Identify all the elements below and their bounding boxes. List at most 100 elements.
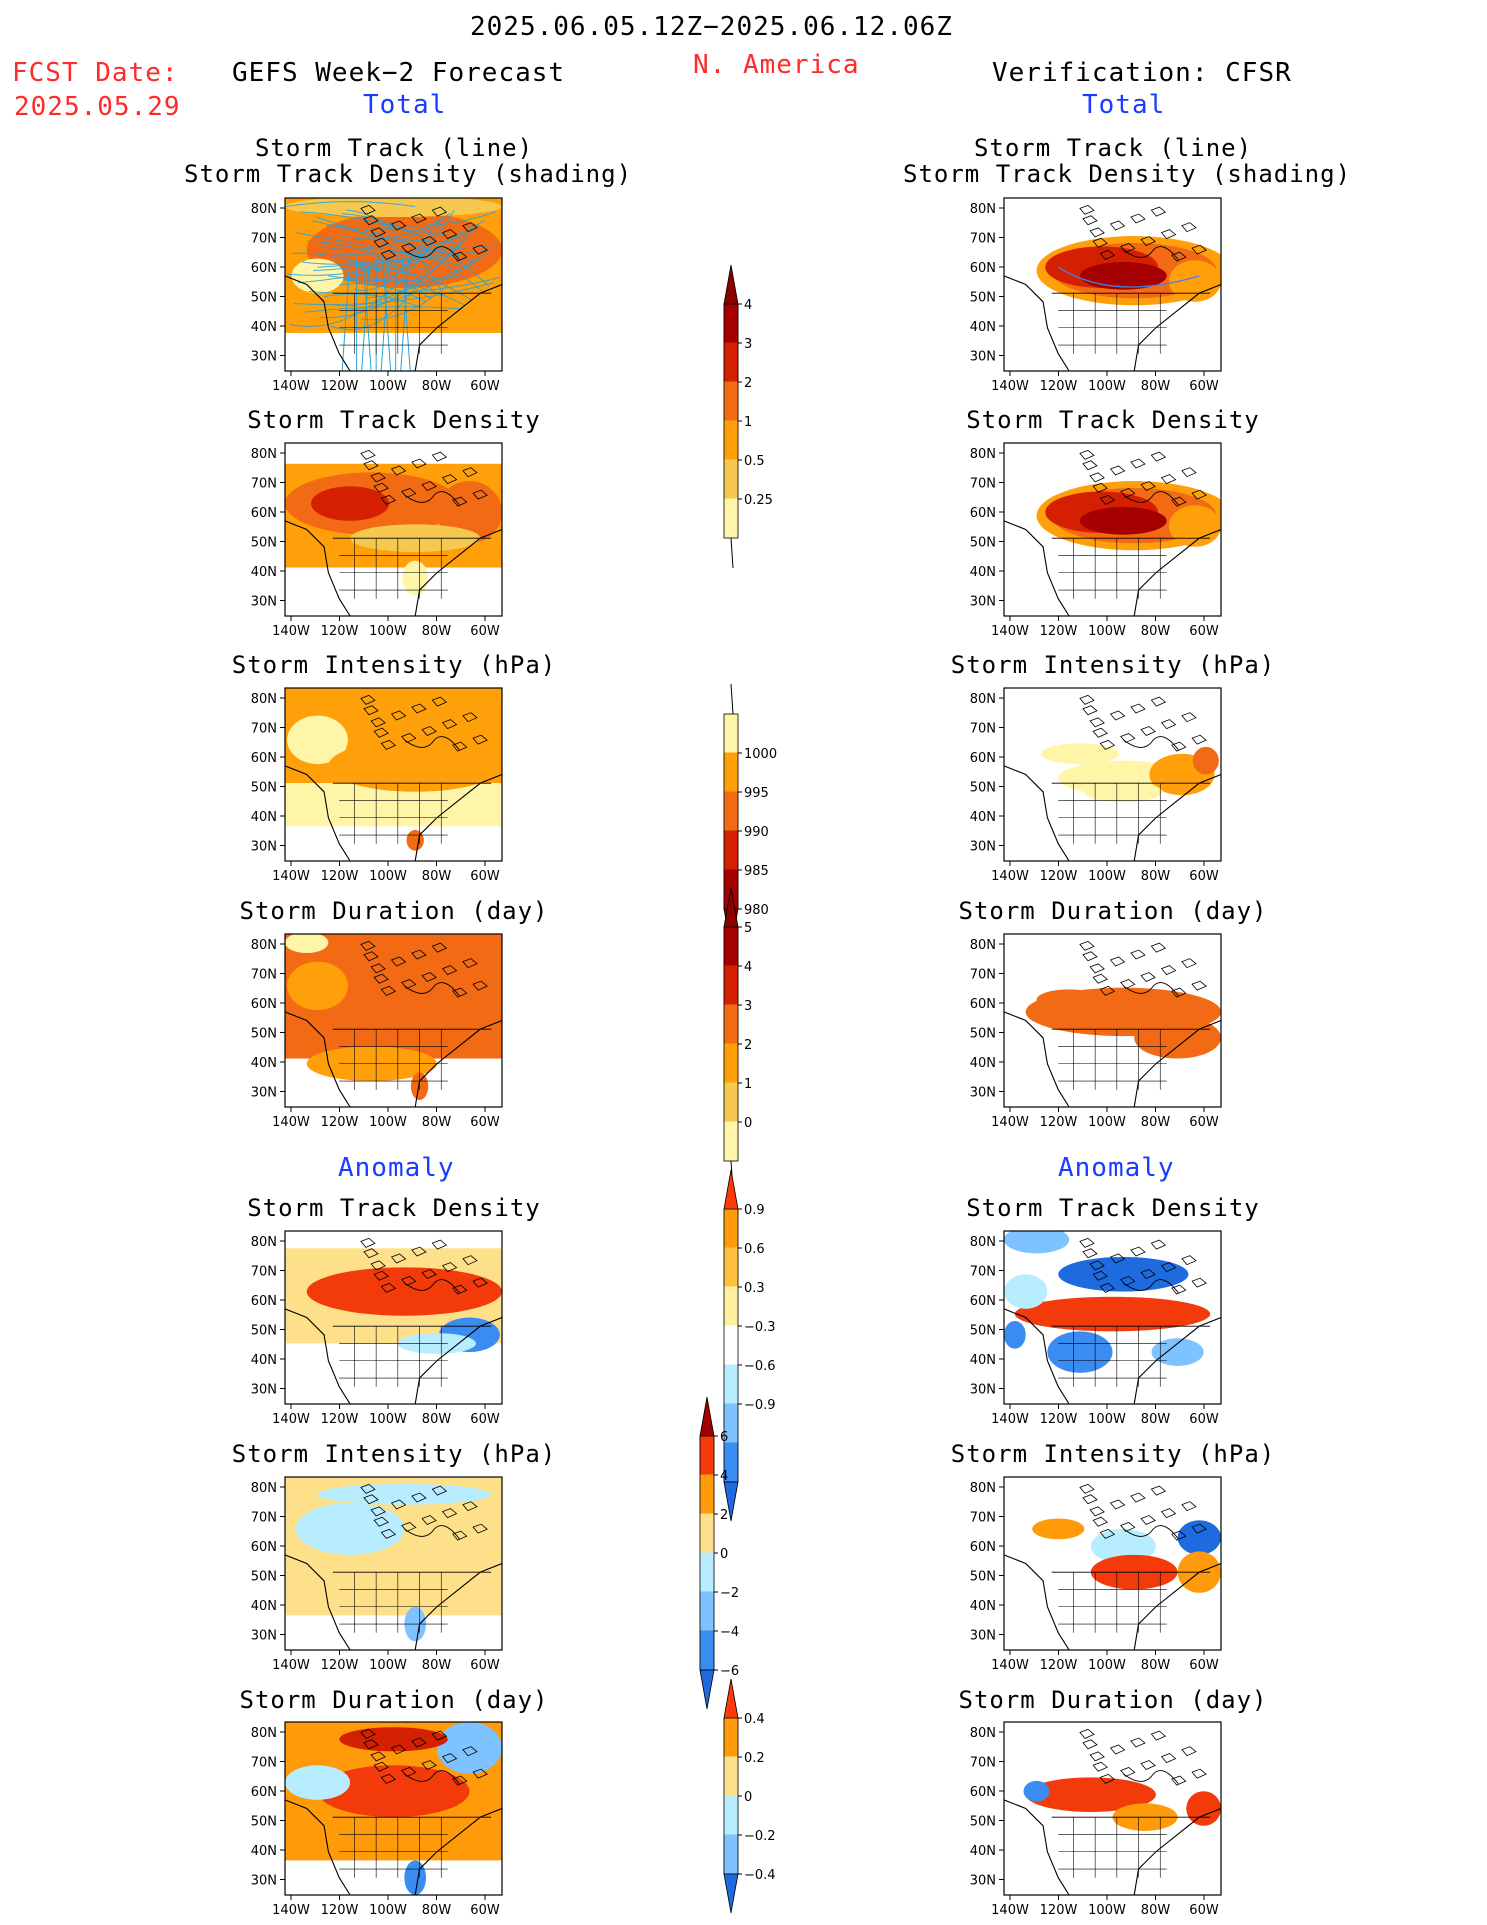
colorbar-label: 1 (744, 415, 752, 430)
arctic-island (380, 985, 397, 996)
arctic-island (1079, 940, 1095, 951)
arctic-island (380, 739, 397, 750)
arctic-island (1140, 1269, 1156, 1280)
arctic-island (452, 987, 468, 998)
lon-tick-label: 140W (991, 1903, 1029, 1918)
colorbar-segment (723, 965, 739, 1006)
lon-tick-label: 80W (1141, 1115, 1171, 1130)
colorbar-segment (723, 498, 739, 539)
arctic-island (452, 1775, 468, 1786)
colorbar-label: −0.6 (744, 1359, 776, 1374)
title-duration-anom-right: Storm Duration (day) (958, 1686, 1268, 1714)
map-panel-l3: 80N 70N 60N 50N 40N 30N 140W 120W 100W 80W 60W (251, 933, 503, 1130)
arctic-island (370, 1751, 386, 1762)
storm-track-line (291, 252, 431, 299)
arctic-island (373, 1270, 389, 1281)
coastline (1004, 275, 1070, 371)
lat-tick-label: 40N (970, 1056, 996, 1071)
arctic-island (1099, 739, 1116, 750)
colorbar-label: 0.9 (744, 1203, 765, 1218)
colorbar-label: 1000 (744, 747, 777, 762)
arctic-island (441, 229, 458, 240)
arctic-island (360, 940, 376, 951)
lon-tick-label: 120W (321, 869, 359, 884)
lat-tick-label: 60N (970, 1785, 996, 1800)
arctic-island (1191, 734, 1207, 745)
lat-tick-label: 60N (970, 261, 996, 276)
arctic-island (370, 472, 386, 483)
coastline (1133, 283, 1221, 371)
fcst-date-label: FCST Date: (12, 58, 179, 88)
lon-tick-label: 140W (272, 624, 310, 639)
arctic-island (1181, 467, 1197, 478)
lat-tick-label: 30N (970, 595, 996, 610)
arctic-island (380, 1773, 397, 1784)
storm-track-line (1057, 266, 1200, 288)
lat-tick-label: 30N (970, 350, 996, 365)
hudson-bay-coast (404, 1279, 460, 1294)
arctic-island (1130, 1246, 1146, 1257)
lat-tick-label: 30N (970, 1629, 996, 1644)
title-density-right: Storm Track Density (966, 406, 1260, 434)
shading-region (1186, 1791, 1221, 1826)
arctic-island (1171, 251, 1187, 262)
arctic-island (1150, 1485, 1167, 1496)
coastline (285, 1308, 351, 1404)
lon-tick-label: 120W (1040, 379, 1078, 394)
lon-tick-label: 140W (272, 1658, 310, 1673)
arctic-island (1099, 494, 1116, 505)
coastline (414, 1562, 502, 1650)
colorbar-segment (723, 1364, 739, 1405)
shading-region (1168, 505, 1221, 547)
arctic-island (1130, 1737, 1146, 1748)
arctic-island (360, 1237, 376, 1248)
storm-track-line (295, 232, 470, 268)
colorbar-segment (723, 1717, 739, 1758)
arctic-island (431, 696, 448, 707)
shading-region (1004, 1274, 1048, 1309)
lon-tick-label: 80W (1141, 624, 1171, 639)
shading-region (1047, 1331, 1113, 1373)
arctic-island (462, 1746, 478, 1757)
arctic-island (1130, 213, 1146, 224)
arctic-island (390, 220, 407, 231)
arctic-island (1079, 1483, 1095, 1494)
title-density-left: Storm Track Density (247, 406, 541, 434)
arctic-island (1099, 1773, 1116, 1784)
arctic-island (1160, 965, 1177, 976)
lon-tick-label: 120W (321, 1658, 359, 1673)
arctic-island (462, 712, 478, 723)
title-duration-right: Storm Duration (day) (958, 897, 1268, 925)
storm-track-line (304, 306, 461, 313)
arctic-island (1089, 227, 1105, 238)
arctic-island (421, 1515, 437, 1526)
lon-tick-label: 120W (1040, 1412, 1078, 1427)
left-column-title: GEFS Week−2 Forecast (232, 58, 566, 88)
arctic-island (1140, 726, 1156, 737)
arctic-island (441, 1753, 458, 1764)
title-intensity-right: Storm Intensity (hPa) (950, 651, 1276, 679)
colorbar-label: 0.25 (744, 493, 773, 508)
lon-tick-label: 120W (321, 1903, 359, 1918)
colorbar-segment (699, 1552, 715, 1593)
shading-region (295, 1502, 405, 1555)
arctic-island (1079, 1237, 1095, 1248)
lat-tick-label: 70N (251, 477, 277, 492)
arctic-island (1160, 1262, 1177, 1273)
storm-track-line (293, 282, 494, 306)
arctic-island (1089, 717, 1105, 728)
arctic-island (1150, 451, 1167, 462)
arctic-island (421, 236, 437, 247)
arctic-island (1089, 472, 1105, 483)
arctic-island (1130, 458, 1146, 469)
shading-region (306, 1267, 502, 1316)
arctic-island (1082, 705, 1098, 716)
lon-tick-label: 60W (1189, 1412, 1219, 1427)
lat-tick-label: 60N (970, 997, 996, 1012)
arctic-island (421, 481, 437, 492)
lat-tick-label: 30N (970, 840, 996, 855)
lat-tick-label: 70N (970, 722, 996, 737)
arctic-island (1140, 972, 1156, 983)
arctic-island (1150, 696, 1167, 707)
